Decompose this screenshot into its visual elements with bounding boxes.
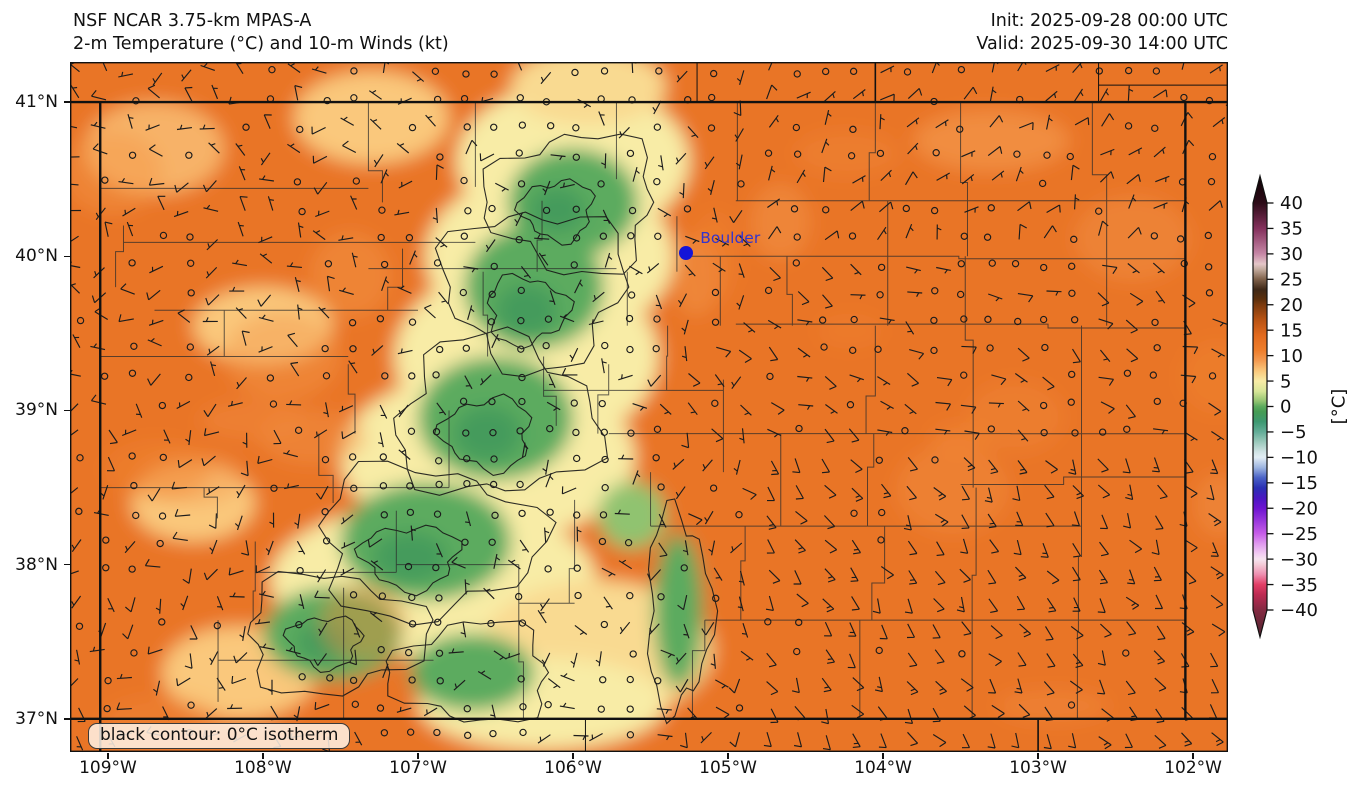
variable-title: 2-m Temperature (°C) and 10-m Winds (kt) <box>73 34 449 54</box>
colorbar-tick-label: −35 <box>1280 575 1318 596</box>
colorbar-tick-label: −40 <box>1280 600 1318 621</box>
colorbar-tick-label: 30 <box>1280 244 1303 265</box>
lat-tick-label: 39°N <box>15 400 58 421</box>
colorbar-tick-label: 15 <box>1280 320 1303 341</box>
title-block: NSF NCAR 3.75-km MPAS-A 2-m Temperature … <box>73 10 449 56</box>
lon-tick-label: 102°W <box>1164 758 1222 778</box>
city-label: Boulder <box>700 229 761 248</box>
colorbar-tick-label: −25 <box>1280 524 1318 545</box>
isotherm-legend: black contour: 0°C isotherm <box>88 723 351 749</box>
colorbar-unit-label: [°C] <box>1328 388 1350 425</box>
lon-tick-mark <box>1037 752 1039 759</box>
valid-time: Valid: 2025-09-30 14:00 UTC <box>976 34 1228 54</box>
colorbar-tick-label: −10 <box>1280 448 1318 469</box>
model-title: NSF NCAR 3.75-km MPAS-A <box>73 11 312 31</box>
lon-tick-mark <box>107 752 109 759</box>
colorbar-tick-label: −5 <box>1280 422 1307 443</box>
isotherm-legend-text: black contour: 0°C isotherm <box>100 725 339 745</box>
lat-tick-label: 38°N <box>15 554 58 575</box>
lon-tick-mark <box>262 752 264 759</box>
colorbar-tick-label: −20 <box>1280 498 1318 519</box>
city-dot <box>679 246 694 261</box>
map-plot-area: Boulder black contour: 0°C isotherm <box>70 62 1228 752</box>
lat-tick-label: 40°N <box>15 246 58 267</box>
lon-tick-label: 103°W <box>1009 758 1067 778</box>
colorbar-tick-label: 5 <box>1280 371 1291 392</box>
colorbar: 40 35 30 25 20 15 10 5 0 −5 −10 −15 −20 −25 −30 −35 −40 <box>1252 173 1318 640</box>
colorbar-tick-label: 25 <box>1280 270 1303 291</box>
lon-tick-label: 105°W <box>699 758 757 778</box>
lat-tick-mark <box>63 101 70 103</box>
lon-tick-label: 109°W <box>79 758 137 778</box>
colorbar-tick-label: 35 <box>1280 219 1303 240</box>
lat-tick-mark <box>63 718 70 720</box>
lat-tick-label: 37°N <box>15 708 58 729</box>
lon-tick-label: 106°W <box>544 758 602 778</box>
lon-tick-mark <box>1192 752 1194 759</box>
lat-tick-mark <box>63 563 70 566</box>
lat-tick-label: 41°N <box>15 92 58 113</box>
colorbar-tick-label: 20 <box>1280 295 1303 316</box>
temperature-wind-map <box>70 62 1228 752</box>
time-block: Init: 2025-09-28 00:00 UTC Valid: 2025-0… <box>976 10 1228 56</box>
lon-tick-label: 104°W <box>854 758 912 778</box>
colorbar-tick-label: 10 <box>1280 346 1303 367</box>
colorbar-tick-label: 40 <box>1280 193 1303 214</box>
lat-tick-mark <box>63 409 70 412</box>
init-time: Init: 2025-09-28 00:00 UTC <box>990 11 1228 31</box>
lon-tick-mark <box>882 752 884 759</box>
colorbar-tick-label: 0 <box>1280 397 1291 418</box>
lon-tick-label: 108°W <box>234 758 292 778</box>
lon-tick-mark <box>572 752 574 759</box>
lon-tick-label: 107°W <box>389 758 447 778</box>
lat-tick-mark <box>63 255 70 257</box>
lon-tick-mark <box>727 752 729 759</box>
lon-tick-mark <box>417 752 419 759</box>
colorbar-tick-label: −15 <box>1280 473 1318 494</box>
colorbar-tick-label: −30 <box>1280 549 1318 570</box>
